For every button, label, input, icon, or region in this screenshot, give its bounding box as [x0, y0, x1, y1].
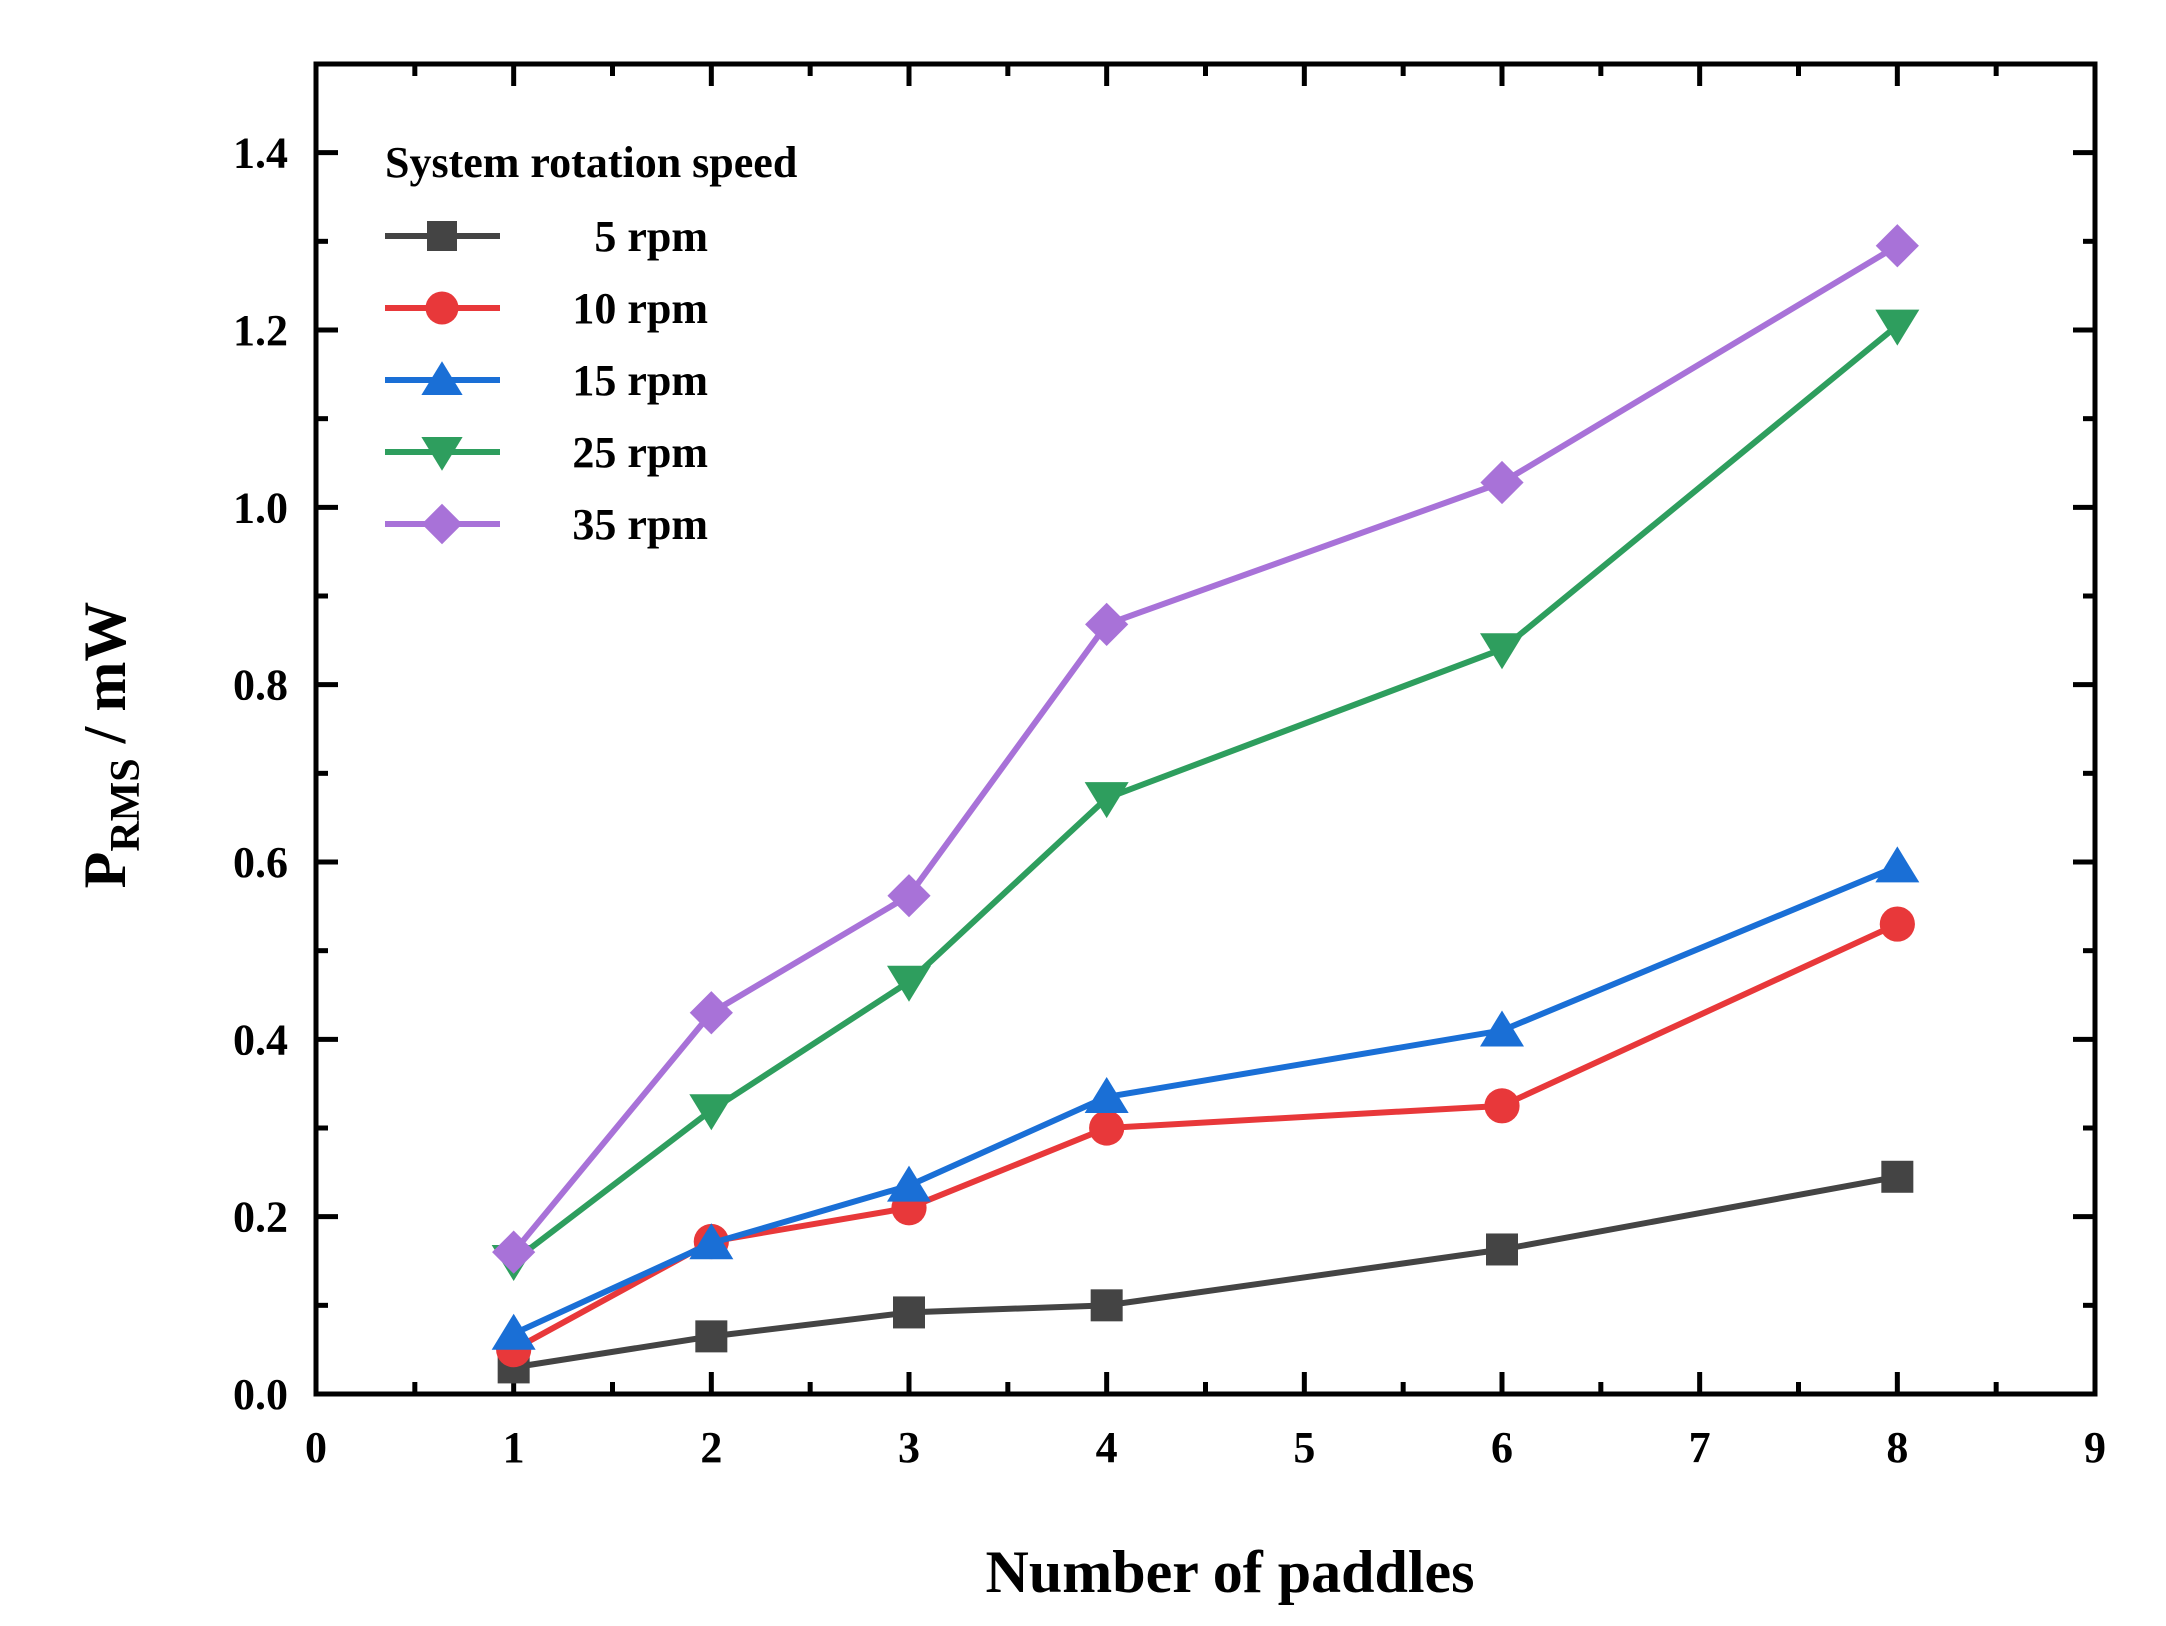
- data-point: [887, 1165, 931, 1202]
- data-point: [1089, 1110, 1125, 1146]
- series-line: [512, 863, 1899, 1337]
- series-line: [511, 323, 1900, 1264]
- data-point: [1881, 1160, 1914, 1193]
- legend-marker: [421, 437, 463, 471]
- legend-label: 10 rpm: [572, 284, 708, 333]
- legend-label: 15 rpm: [572, 356, 708, 405]
- x-tick-label: 4: [1096, 1423, 1118, 1472]
- data-point: [1085, 602, 1129, 646]
- axis-ticks: [313, 61, 2098, 1397]
- y-tick-label: 1.4: [233, 129, 288, 178]
- legend-title: System rotation speed: [385, 138, 797, 187]
- data-point: [1090, 1289, 1123, 1322]
- legend-item: 10 rpm: [385, 284, 708, 333]
- legend-marker: [425, 291, 459, 325]
- data-point: [1875, 224, 1919, 268]
- data-point: [887, 965, 931, 1002]
- data-point: [887, 874, 931, 918]
- data-point: [1875, 309, 1920, 346]
- y-axis-title: PRMS / mW: [72, 602, 149, 889]
- y-tick-label: 1.0: [233, 483, 288, 532]
- legend-label: 5 rpm: [594, 212, 708, 261]
- data-point: [1480, 633, 1524, 670]
- data-point: [695, 1320, 728, 1353]
- x-tick-label: 8: [1886, 1423, 1908, 1472]
- x-tick-label: 2: [700, 1423, 722, 1472]
- data-point: [1484, 1088, 1520, 1124]
- data-point: [491, 1313, 536, 1350]
- legend-item: 5 rpm: [385, 212, 708, 261]
- x-axis-title: Number of paddles: [986, 1539, 1475, 1605]
- x-tick-label: 7: [1689, 1423, 1711, 1472]
- series-line: [512, 921, 1899, 1353]
- plot-series: [491, 224, 1920, 1384]
- series-35-rpm: [492, 224, 1919, 1274]
- legend-marker: [427, 221, 457, 251]
- data-point: [1084, 782, 1129, 819]
- x-tick-label: 6: [1491, 1423, 1513, 1472]
- legend-item: 15 rpm: [385, 356, 708, 405]
- x-tick-label: 1: [503, 1423, 525, 1472]
- legend: System rotation speed 5 rpm 10 rpm 15 rpm 2…: [385, 138, 797, 549]
- x-tick-label: 5: [1293, 1423, 1315, 1472]
- y-axis-title-unit: / mW: [72, 602, 138, 759]
- series-15-rpm: [491, 846, 1920, 1350]
- y-axis-title-main: P: [72, 852, 138, 889]
- legend-item: 35 rpm: [385, 500, 708, 549]
- legend-item: 25 rpm: [385, 428, 708, 477]
- data-point: [1875, 846, 1920, 883]
- data-point: [492, 1230, 536, 1274]
- data-point: [1480, 1010, 1524, 1047]
- y-tick-label: 1.2: [233, 306, 288, 355]
- legend-marker: [421, 503, 463, 545]
- tick-labels: 0 1 2 3 4 5 6 7 8 9 0.0 0.2 0.4 0.6 0.8 1.0 1.2 1.4: [233, 129, 2106, 1472]
- y-tick-label: 0.2: [233, 1193, 288, 1242]
- data-point: [893, 1296, 925, 1329]
- legend-label: 35 rpm: [572, 500, 708, 549]
- data-point: [1480, 460, 1524, 505]
- x-tick-label: 3: [898, 1423, 920, 1472]
- data-point: [689, 1223, 734, 1260]
- legend-label: 25 rpm: [572, 428, 708, 477]
- plot-frame: [313, 61, 2098, 1397]
- data-point: [689, 991, 733, 1035]
- data-point: [1879, 906, 1915, 942]
- series-5-rpm: [497, 1160, 1914, 1384]
- data-point: [1084, 1076, 1129, 1113]
- legend-marker: [421, 361, 463, 395]
- y-tick-label: 0.8: [233, 661, 288, 710]
- data-point: [1486, 1233, 1518, 1266]
- data-point: [689, 1094, 734, 1131]
- y-tick-label: 0.4: [233, 1015, 288, 1064]
- y-tick-label: 0.0: [233, 1370, 288, 1419]
- y-tick-label: 0.6: [233, 838, 288, 887]
- series-line: [511, 243, 1899, 1255]
- series-10-rpm: [496, 906, 1915, 1368]
- x-tick-label: 9: [2084, 1423, 2106, 1472]
- y-axis-title-subscript: RMS: [103, 758, 149, 851]
- x-tick-label: 0: [305, 1423, 327, 1472]
- series-line: [513, 1173, 1898, 1371]
